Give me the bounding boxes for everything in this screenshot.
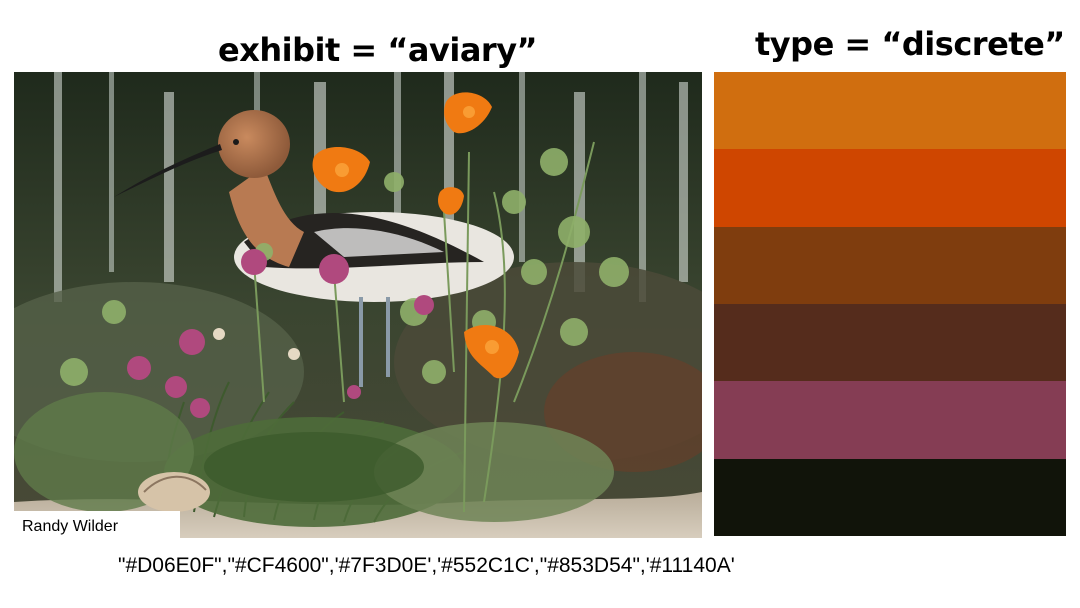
exhibit-title: exhibit = “aviary” — [218, 31, 538, 69]
palette-swatch — [714, 226, 1066, 304]
palette-swatch — [714, 149, 1066, 227]
palette-swatch — [714, 381, 1066, 459]
palette-swatch — [714, 458, 1066, 536]
hex-code-list: "#D06E0F","#CF4600",'#7F3D0E','#552C1C',… — [118, 554, 735, 577]
color-palette — [714, 72, 1066, 536]
photo-credit: Randy Wilder — [14, 511, 180, 543]
palette-swatch — [714, 72, 1066, 150]
palette-swatch — [714, 303, 1066, 382]
aviary-photo — [14, 72, 702, 538]
palette-type-title: type = “discrete” — [755, 25, 1065, 63]
